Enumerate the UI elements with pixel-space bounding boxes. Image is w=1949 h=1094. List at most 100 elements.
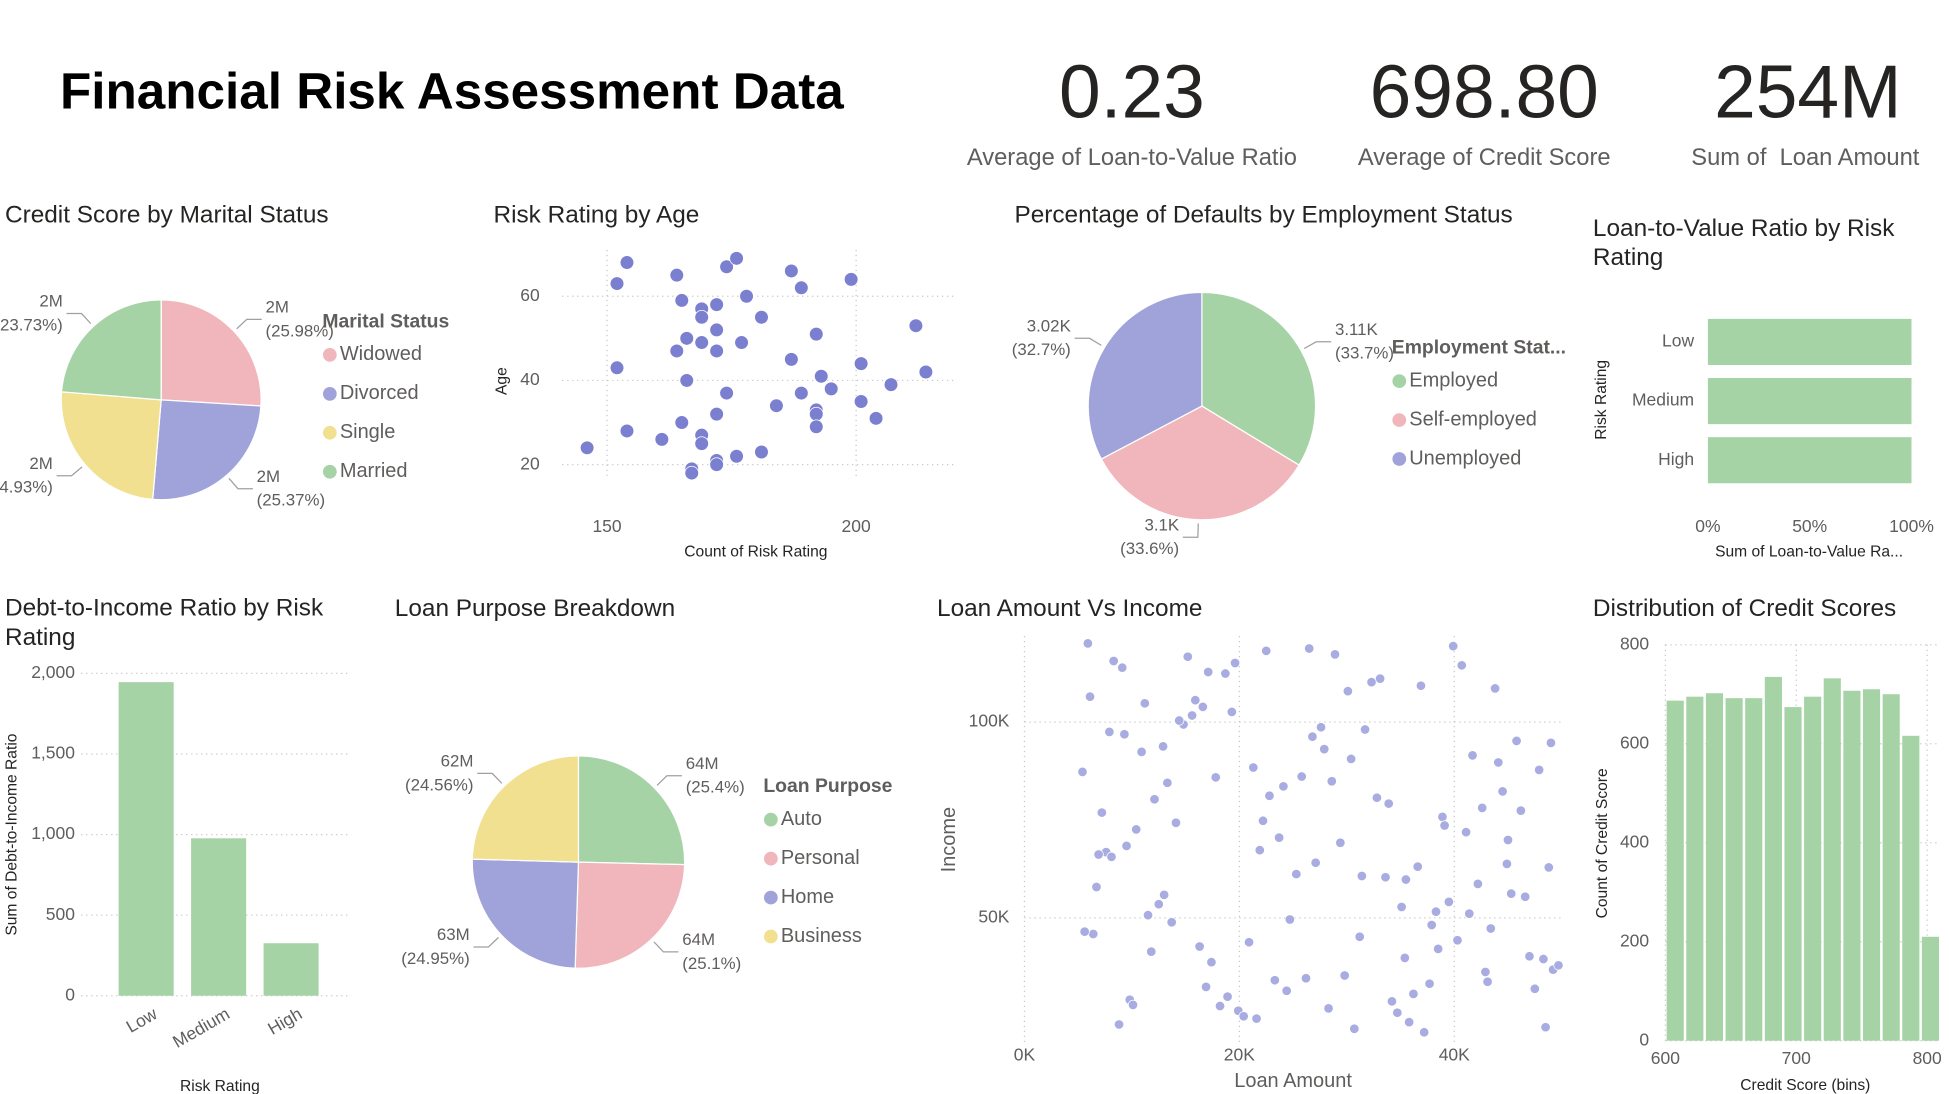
scatter-point <box>709 457 724 472</box>
pie-slice <box>574 861 686 969</box>
scatter-point <box>918 364 934 380</box>
kpi-value: 254M <box>1714 49 1902 133</box>
y-tick-label: 600 <box>1620 732 1649 752</box>
chart-title: Loan Purpose Breakdown <box>395 595 675 622</box>
x-axis-title: Credit Score (bins) <box>1740 1077 1870 1094</box>
scatter-point <box>679 331 694 346</box>
scatter-point <box>794 280 809 296</box>
legend-swatch <box>763 929 778 944</box>
y-tick-label: 40 <box>520 369 540 389</box>
y-tick-label: 500 <box>46 904 75 924</box>
leader-line <box>653 941 679 953</box>
scatter-point <box>1433 943 1444 954</box>
scatter-point <box>1520 891 1531 902</box>
scatter-point <box>1269 975 1280 986</box>
legend-label: Widowed <box>340 343 422 365</box>
data-label: (32.7%) <box>1012 340 1071 359</box>
x-tick-label: 20K <box>1224 1044 1255 1064</box>
x-tick-label: 0% <box>1695 516 1720 536</box>
scatter-point <box>1529 983 1540 994</box>
pie-slice <box>1201 291 1317 466</box>
x-axis-title: Sum of Loan-to-Value Ra... <box>1715 543 1903 560</box>
scatter-point <box>1214 1000 1226 1012</box>
pie-slice <box>152 399 262 501</box>
kpi-label: Average of Credit Score <box>1358 145 1611 171</box>
scatter-point <box>1534 764 1545 776</box>
chart-title: Loan-to-Value Ratio by Risk Rating <box>1593 215 1901 271</box>
y-tick-label: 0 <box>1639 1029 1649 1049</box>
scatter-point <box>1424 978 1435 989</box>
scatter-point <box>1159 889 1170 900</box>
pie-slice <box>60 299 162 401</box>
legend-swatch <box>763 812 778 827</box>
scatter-point <box>729 251 744 266</box>
y-axis-title: Income <box>938 807 960 872</box>
scatter-point <box>769 398 784 413</box>
data-label: 2M <box>29 454 52 473</box>
y-tick-label: Medium <box>1632 390 1694 410</box>
y-axis-title: Age <box>493 367 510 395</box>
y-axis-title: Sum of Debt-to-Income Ratio <box>4 733 21 935</box>
scatter-point <box>1524 951 1535 962</box>
scatter-point <box>1452 935 1463 946</box>
scatter-point <box>1415 680 1427 691</box>
scatter-point <box>1480 966 1491 978</box>
data-label: (25.37%) <box>257 491 325 510</box>
scatter-point <box>1142 910 1154 921</box>
scatter-point <box>1489 683 1501 694</box>
scatter-point <box>1386 996 1398 1007</box>
scatter-point <box>1222 991 1233 1002</box>
data-label: 62M <box>441 752 474 771</box>
y-tick-label: 800 <box>1620 633 1649 653</box>
scatter-point <box>1515 805 1526 816</box>
scatter-point <box>823 381 839 397</box>
histogram-bar <box>1705 693 1724 1041</box>
x-tick-label: 40K <box>1439 1044 1470 1064</box>
scatter-point <box>1190 695 1201 706</box>
scatter-point <box>1319 744 1330 755</box>
scatter-point <box>1296 771 1307 782</box>
scatter-point <box>868 411 884 426</box>
scatter-point <box>1460 827 1472 838</box>
scatter-point <box>1127 999 1139 1010</box>
bar <box>118 682 174 996</box>
scatter-point <box>843 272 859 287</box>
data-label: 64M <box>682 930 715 949</box>
legend-swatch <box>322 347 337 362</box>
scatter-point <box>1538 953 1549 965</box>
legend-swatch <box>322 386 337 401</box>
dashboard-title: Financial Risk Assessment Data <box>60 63 844 120</box>
pie-slice <box>471 858 580 969</box>
scatter-point <box>1182 651 1193 662</box>
scatter-point <box>1374 673 1386 684</box>
scatter-point <box>1493 757 1504 768</box>
scatter-point <box>1113 1019 1125 1030</box>
scatter-point <box>1482 976 1493 987</box>
scatter-point <box>694 436 709 451</box>
scatter-point <box>684 465 699 481</box>
data-label: (23.73%) <box>0 315 63 334</box>
histogram-bar <box>1745 698 1763 1041</box>
histogram-bar <box>1902 735 1920 1041</box>
legend-swatch <box>1392 413 1407 427</box>
pie-slice <box>577 755 686 866</box>
scatter-point <box>1079 926 1090 937</box>
data-label: (24.95%) <box>401 949 469 968</box>
scatter-point <box>709 297 724 312</box>
scatter-point <box>1443 896 1455 907</box>
y-tick-label: 20 <box>520 453 540 473</box>
scatter-point <box>1323 1003 1334 1014</box>
bar <box>1707 378 1912 425</box>
leader-line <box>1303 341 1332 350</box>
scatter-point <box>809 419 824 435</box>
scatter-point <box>1448 641 1459 652</box>
histogram-bar <box>1784 707 1802 1041</box>
scatter-point <box>1345 753 1357 765</box>
scatter-point <box>1251 1013 1262 1024</box>
scatter-point <box>694 310 709 325</box>
scatter-point <box>1359 724 1371 735</box>
scatter-point <box>1093 849 1104 860</box>
scatter-point <box>1104 726 1115 738</box>
scatter-point <box>1419 1027 1430 1038</box>
legend-swatch <box>322 425 337 440</box>
